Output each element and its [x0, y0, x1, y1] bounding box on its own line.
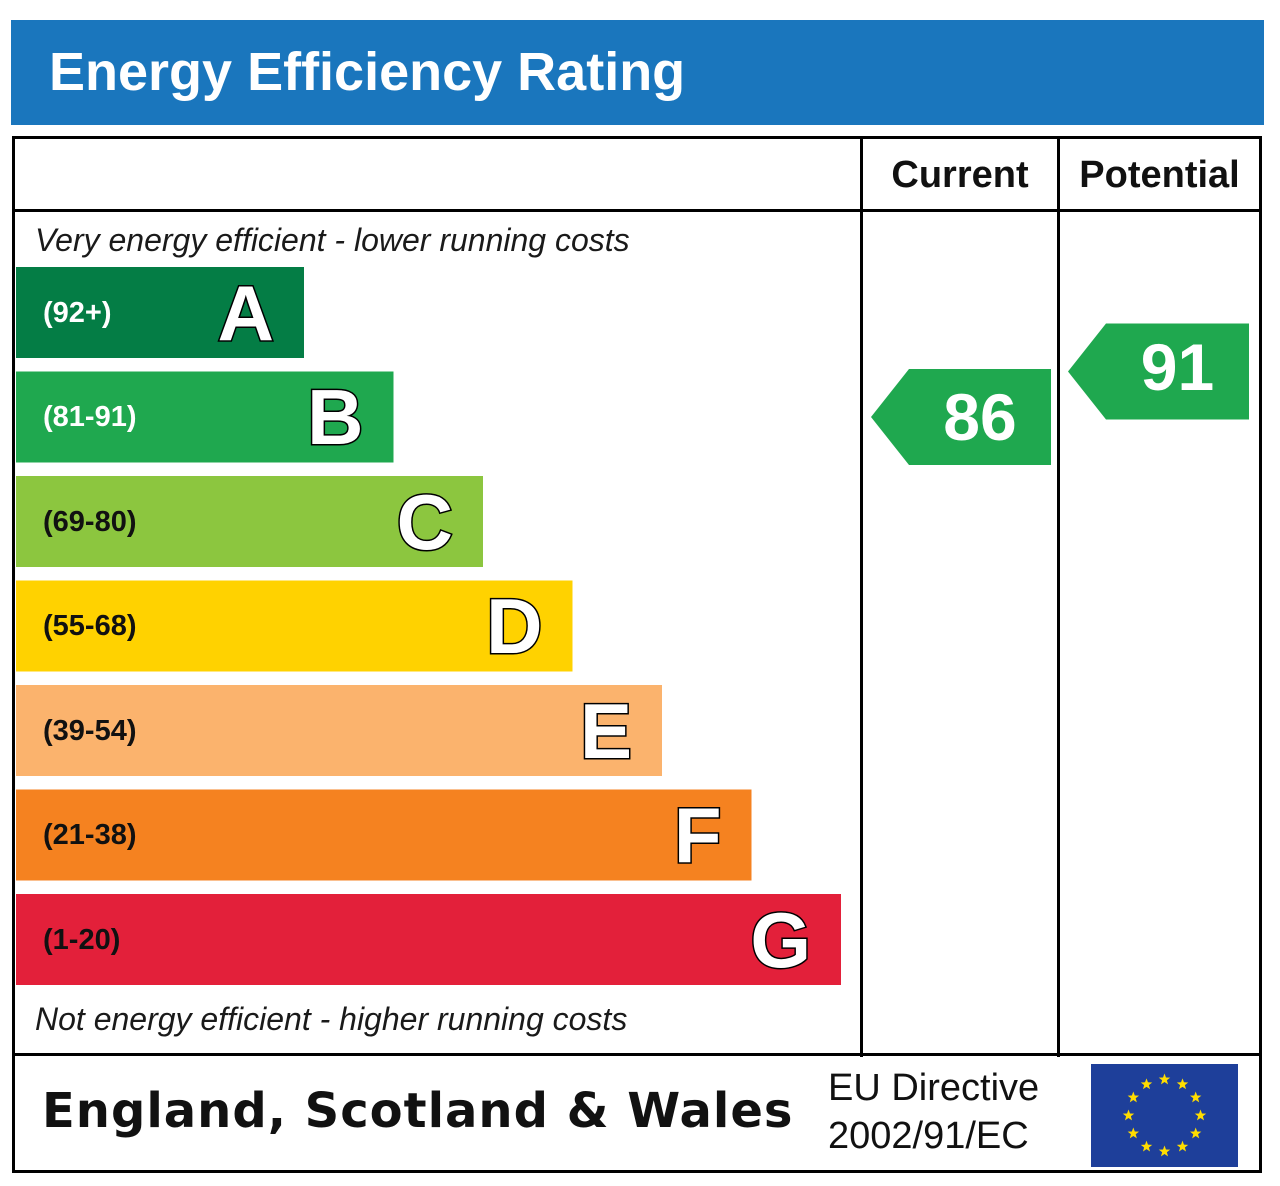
- band-range-g: (1-20): [43, 923, 121, 956]
- potential-column-header: Potential: [1079, 154, 1240, 196]
- eu-star-icon: [1176, 1078, 1189, 1090]
- eu-star-icon: [1158, 1073, 1171, 1085]
- band-letter-b: B: [306, 373, 365, 461]
- current-column-header: Current: [891, 154, 1029, 196]
- eu-star-icon: [1189, 1091, 1202, 1103]
- eu-directive-line1: EU Directive: [828, 1067, 1040, 1109]
- potential-column-divider: [1057, 136, 1060, 1057]
- band-range-b: (81-91): [43, 401, 137, 433]
- chart-title: Energy Efficiency Rating: [49, 42, 686, 102]
- header-divider: [12, 209, 1262, 212]
- eu-star-icon: [1189, 1127, 1202, 1139]
- eu-star-icon: [1127, 1127, 1140, 1139]
- eu-directive-line2: 2002/91/EC: [828, 1115, 1029, 1157]
- band-letter-c: C: [395, 477, 454, 566]
- band-letter-g: G: [749, 895, 813, 984]
- band-range-a: (92+): [43, 296, 112, 329]
- bottom-note: Not energy efficient - higher running co…: [35, 1001, 628, 1037]
- rating-frame: [12, 136, 1262, 1173]
- eu-star-icon: [1122, 1109, 1135, 1121]
- title-bar: Energy Efficiency Rating: [11, 20, 1264, 125]
- current-column-divider: [860, 136, 863, 1057]
- band-range-c: (69-80): [43, 505, 137, 538]
- eu-flag-icon: [1091, 1064, 1238, 1167]
- footer-region: England, Scotland & Wales: [42, 1083, 794, 1139]
- eu-star-icon: [1194, 1109, 1207, 1121]
- eu-star-icon: [1140, 1078, 1153, 1090]
- band-range-f: (21-38): [43, 819, 137, 851]
- band-range-d: (55-68): [43, 610, 137, 642]
- potential-rating-value: 91: [1140, 329, 1215, 404]
- top-note: Very energy efficient - lower running co…: [35, 222, 630, 258]
- eu-star-icon: [1140, 1140, 1153, 1152]
- eu-star-icon: [1158, 1145, 1171, 1157]
- eu-star-icon: [1127, 1091, 1140, 1103]
- band-letter-e: E: [578, 686, 633, 775]
- band-letter-a: A: [216, 268, 275, 357]
- eu-star-icon: [1176, 1140, 1189, 1152]
- band-letter-f: F: [672, 791, 723, 879]
- band-letter-d: D: [485, 582, 544, 670]
- footer-divider: [12, 1053, 1262, 1056]
- band-range-e: (39-54): [43, 714, 137, 747]
- current-rating-value: 86: [943, 380, 1017, 454]
